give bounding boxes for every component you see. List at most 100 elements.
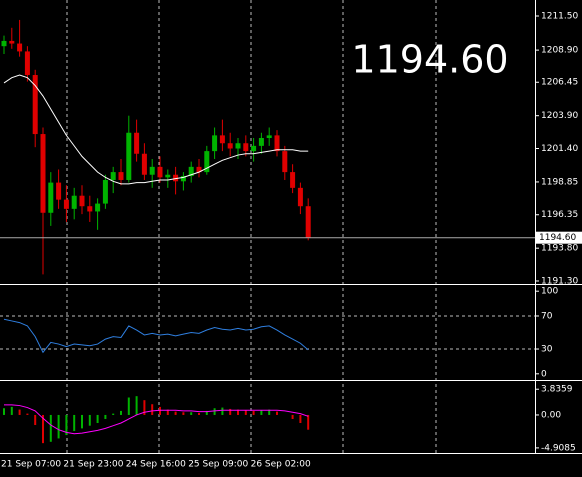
candle-body [134, 132, 140, 154]
y-tick-label: 1191.30 [541, 276, 578, 286]
candle-body [227, 143, 233, 149]
histogram-bar [3, 408, 5, 415]
candle-body [157, 166, 163, 178]
y-tick-label: 70 [541, 311, 553, 321]
candle-body [180, 176, 186, 182]
candle-body [126, 132, 132, 180]
candle-body [258, 137, 264, 146]
histogram-bar [127, 397, 130, 415]
y-tick-label: 1208.90 [541, 46, 578, 56]
candle-body [79, 195, 85, 207]
histogram-bar [307, 414, 310, 430]
y-tick-label: 3.8359 [541, 385, 573, 395]
histogram-bar [49, 414, 52, 442]
x-tick-label: 21 Sep 07:00 [1, 460, 61, 470]
candle-body [63, 199, 69, 209]
histogram-bar [221, 407, 224, 415]
y-tick-label: 30 [541, 345, 553, 355]
candle-body [173, 174, 179, 182]
candle-body [290, 172, 296, 188]
histogram-bar [112, 413, 115, 415]
candle-body [305, 206, 311, 238]
histogram-bar [135, 396, 138, 415]
candle-body [24, 51, 30, 76]
price-label-box [536, 231, 582, 244]
candle-body [1, 40, 7, 47]
y-tick-label: 1201.40 [541, 144, 578, 154]
y-tick-label: 1193.80 [541, 244, 578, 254]
candle-body [71, 195, 77, 209]
x-tick-label: 21 Sep 23:00 [63, 460, 123, 470]
candle-body [95, 203, 101, 212]
histogram-bar [143, 400, 146, 415]
histogram-bar [244, 410, 247, 415]
y-tick-label: 1206.45 [541, 78, 578, 88]
histogram-bar [166, 409, 169, 415]
histogram-bar [252, 410, 255, 415]
histogram-bar [268, 409, 271, 415]
candle-body [9, 40, 15, 44]
histogram-bar [213, 408, 216, 415]
y-tick-label: 1198.85 [541, 177, 578, 187]
candle-body [56, 182, 62, 200]
histogram-bar [57, 414, 60, 439]
indicator-line [3, 318, 309, 354]
candle-body [141, 153, 147, 175]
histogram-bar [174, 411, 177, 415]
candle-body [235, 143, 241, 149]
candle-body [243, 143, 249, 152]
candle-body [165, 174, 171, 178]
y-tick-label: 0 [541, 369, 547, 379]
candle-body [204, 151, 210, 173]
candle-body [102, 179, 108, 204]
y-tick-label: 100 [541, 287, 558, 297]
candle-body [32, 75, 38, 135]
candle-body [266, 135, 272, 138]
histogram-bar [88, 414, 91, 426]
candle-body [17, 43, 23, 52]
histogram-bar [26, 413, 29, 415]
histogram-bar [260, 410, 263, 415]
histogram-bar [291, 414, 294, 419]
histogram-bar [151, 404, 154, 415]
histogram-bar [10, 406, 13, 415]
histogram-bar [182, 412, 185, 415]
histogram-bar [276, 411, 278, 415]
x-tick-label: 24 Sep 16:00 [126, 460, 186, 470]
x-tick-label: 26 Sep 02:00 [251, 460, 311, 470]
y-tick-label: 1196.35 [541, 210, 578, 220]
current-price: 1194.60 [351, 38, 508, 82]
histogram-bar [237, 409, 239, 415]
candle-body [196, 166, 202, 173]
histogram-bar [34, 414, 37, 426]
histogram-bar [299, 414, 302, 424]
price-label: 1194.60 [539, 233, 576, 243]
candle-body [110, 172, 116, 180]
histogram-bar [81, 414, 83, 429]
candle-body [219, 135, 225, 144]
y-tick-label: 1203.90 [541, 111, 578, 121]
histogram-bar [198, 412, 200, 415]
y-tick-label: 0.00 [541, 410, 561, 420]
histogram-bar [229, 408, 232, 415]
candle-body [188, 166, 194, 177]
histogram-bar [159, 406, 161, 415]
indicator-line [3, 74, 309, 185]
x-tick-label: 25 Sep 09:00 [188, 460, 248, 470]
candle-body [297, 187, 303, 207]
histogram-bar [42, 414, 44, 444]
histogram-bar [120, 410, 122, 415]
candle-body [212, 135, 218, 152]
histogram-bar [65, 414, 68, 436]
candle-body [48, 182, 54, 213]
histogram-bar [96, 414, 99, 424]
histogram-bar [73, 414, 76, 432]
histogram-bar [205, 410, 208, 415]
candle-body [282, 151, 288, 173]
y-tick-label: 1211.50 [541, 12, 578, 22]
histogram-bar [190, 412, 193, 415]
candle-body [118, 172, 124, 180]
candle-body [149, 166, 155, 175]
histogram-bar [104, 414, 107, 419]
